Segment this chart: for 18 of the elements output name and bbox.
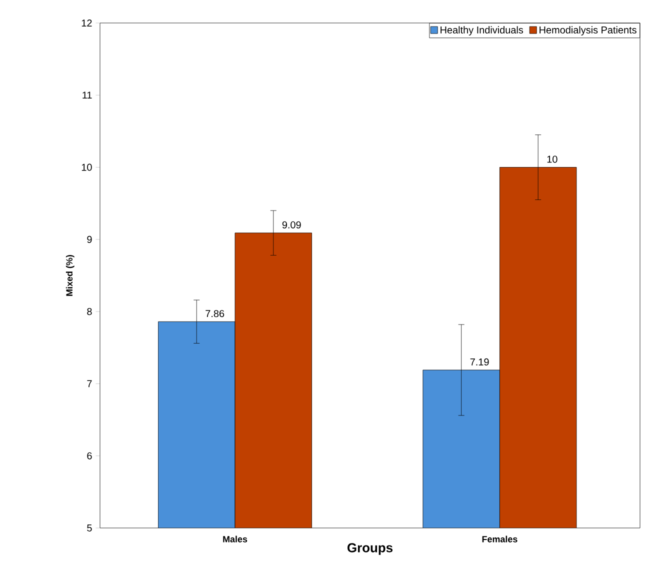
y-tick-label: 5 (87, 524, 92, 532)
data-label: 9.09 (282, 221, 301, 228)
y-tick-label: 6 (87, 452, 92, 460)
y-tick-label: 12 (82, 20, 92, 26)
x-tick-label: Males (223, 536, 248, 542)
y-tick-label: 7 (87, 380, 92, 388)
x-axis-title: Groups (348, 543, 393, 555)
legend-label: Hemodialysis Patients (540, 26, 636, 36)
y-tick-label: 8 (87, 308, 92, 316)
y-tick-label: 11 (82, 92, 92, 99)
y-tick-label: 10 (82, 164, 92, 171)
y-axis-title: Mixed (%) (66, 255, 74, 296)
legend-label: Healthy Individuals (440, 26, 524, 36)
y-tick-label: 9 (87, 236, 92, 243)
data-label: 10 (547, 156, 558, 163)
data-label: 7.86 (206, 310, 224, 318)
data-label: 7.19 (470, 358, 489, 366)
x-tick-label: Females (482, 536, 518, 542)
